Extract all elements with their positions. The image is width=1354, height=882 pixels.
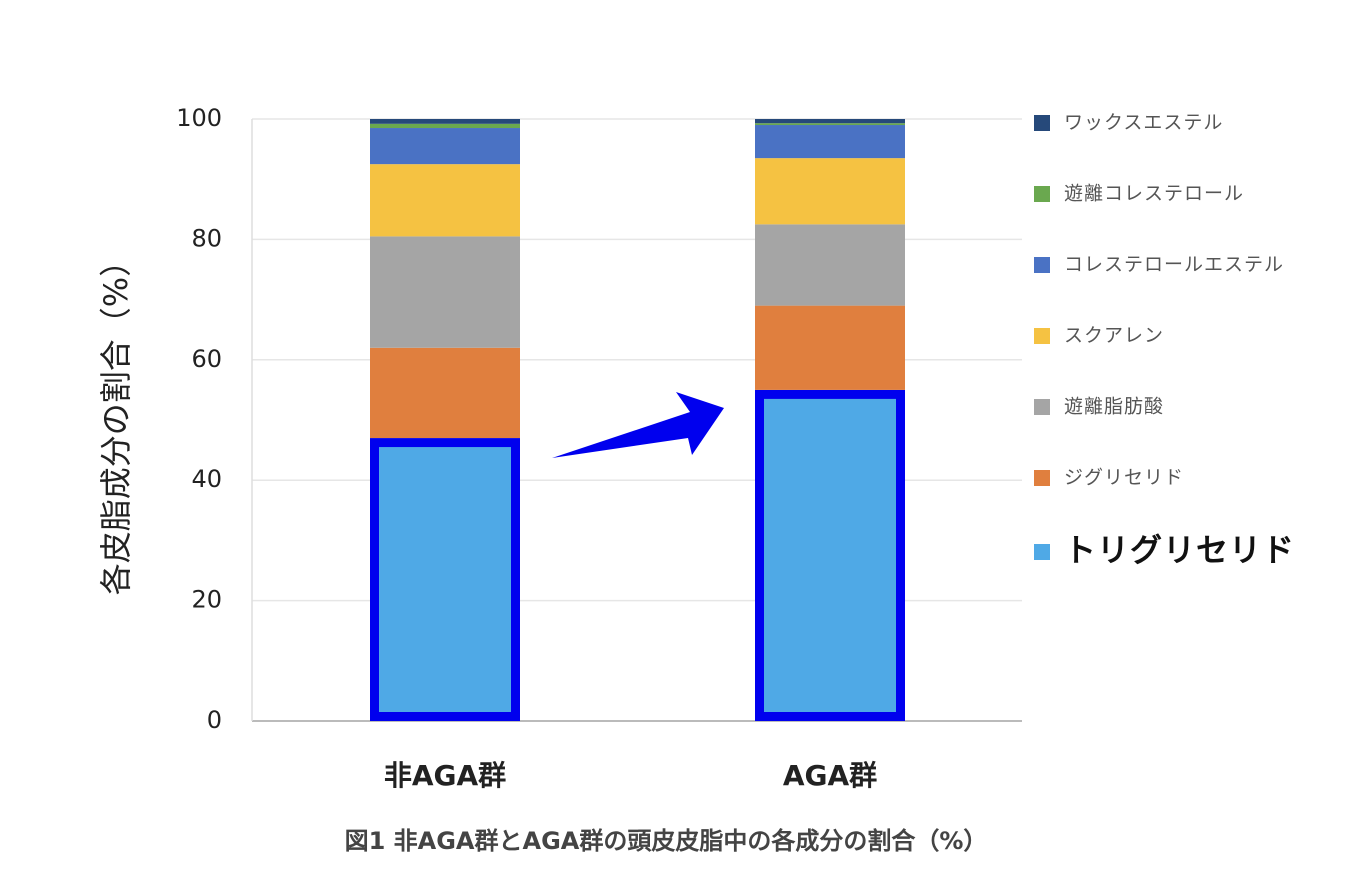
legend-label: 遊離コレステロール (1064, 183, 1244, 205)
y-tick-label: 20 (191, 586, 222, 614)
bar-segment (370, 123, 520, 129)
y-tick-label: 80 (191, 224, 222, 252)
y-tick-label: 100 (176, 104, 222, 132)
legend-swatch (1034, 257, 1050, 273)
legend-label: トリグリセリド (1064, 531, 1295, 569)
bar-segment (755, 123, 905, 126)
bar-segment (370, 347, 520, 439)
y-tick-label: 0 (207, 706, 222, 734)
y-tick-label: 60 (191, 345, 222, 373)
legend-swatch (1034, 328, 1050, 344)
legend-swatch (1034, 470, 1050, 486)
bar-segment (755, 119, 905, 124)
legend-label: ワックスエステル (1064, 112, 1223, 134)
chart-title: 図1 非AGA群とAGA群の頭皮皮脂中の各成分の割合（%） (345, 827, 988, 855)
x-tick-label: 非AGA群 (384, 759, 506, 792)
legend-label: 遊離脂肪酸 (1064, 396, 1164, 418)
bar-segment (755, 125, 905, 159)
legend-swatch (1034, 399, 1050, 415)
legend-label: スクアレン (1064, 325, 1164, 347)
legend-label: ジグリセリド (1064, 467, 1184, 489)
legend-label: コレステロールエステル (1064, 254, 1284, 276)
bar-segment (370, 119, 520, 124)
legend-swatch (1034, 544, 1050, 560)
bar-segment (755, 224, 905, 306)
legend-swatch (1034, 186, 1050, 202)
bar-segment (755, 158, 905, 225)
bar-segment (755, 305, 905, 390)
y-tick-label: 40 (191, 465, 222, 493)
bar-segment (755, 389, 905, 721)
y-axis-label: 各皮脂成分の割合（%） (97, 245, 135, 595)
legend-swatch (1034, 115, 1050, 131)
arrow (552, 392, 724, 458)
bar-segment (370, 438, 520, 721)
bar-segment (370, 128, 520, 165)
bar-segment (370, 164, 520, 237)
x-tick-label: AGA群 (783, 759, 877, 792)
bar-segment (370, 236, 520, 348)
